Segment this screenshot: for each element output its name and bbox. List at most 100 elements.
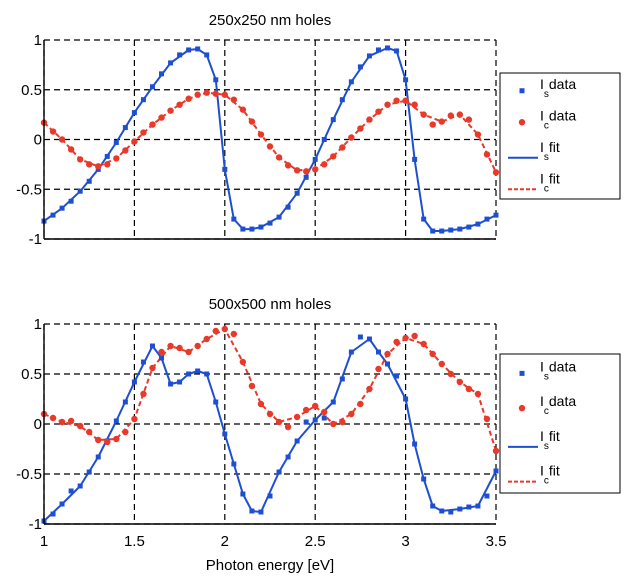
data-point-ic (221, 325, 228, 333)
data-point-ic (384, 101, 391, 108)
legend-label: Isdata (540, 358, 576, 382)
data-point-is (59, 501, 65, 507)
data-point-is (149, 343, 155, 349)
data-point-ic (483, 151, 491, 158)
data-point-is (294, 438, 300, 444)
data-point-ic (67, 146, 75, 153)
data-point-ic (339, 418, 346, 426)
data-point-ic (339, 144, 346, 151)
data-point-is (213, 77, 219, 83)
data-point-ic (438, 118, 445, 125)
data-point-is (222, 166, 228, 172)
data-point-is (493, 468, 499, 474)
data-point-ic (113, 155, 120, 162)
data-point-ic (212, 90, 219, 97)
data-point-is (430, 503, 436, 509)
data-point-is (421, 216, 427, 222)
data-point-is (131, 110, 137, 116)
data-point-is (122, 399, 128, 405)
data-point-ic (113, 435, 120, 443)
data-point-is (412, 441, 418, 447)
data-point-is (321, 137, 327, 142)
data-point-is (267, 493, 273, 499)
legend-box (499, 353, 621, 494)
data-point-ic (230, 96, 238, 103)
chart-title: 500x500 nm holes (209, 296, 332, 313)
data-point-ic (104, 438, 111, 446)
data-point-is (339, 97, 345, 103)
data-point-is (177, 52, 183, 58)
data-point-is (240, 226, 246, 232)
data-point-is (457, 506, 463, 512)
data-point-is (159, 355, 165, 361)
data-point-ic (293, 167, 301, 174)
data-point-is (276, 214, 282, 220)
data-point-is (86, 178, 92, 184)
data-point-ic (330, 153, 337, 160)
data-point-ic (474, 131, 482, 138)
data-point-is (113, 139, 119, 145)
legend-label: Icdata (540, 107, 576, 131)
data-point-ic (212, 327, 219, 335)
data-point-is (430, 228, 436, 234)
data-point-is (195, 46, 201, 52)
data-point-is (421, 476, 427, 482)
x-tick-label: 3.5 (486, 533, 507, 550)
data-point-is (122, 125, 128, 131)
data-point-ic (275, 418, 283, 426)
data-point-is (375, 47, 381, 53)
y-tick-label: -1 (29, 516, 42, 533)
legend-marker-circle (518, 119, 526, 126)
data-point-is (466, 224, 472, 230)
legend-label: Icfit (540, 170, 560, 194)
data-point-is (448, 509, 454, 515)
data-point-is (204, 52, 210, 58)
data-point-is (50, 212, 56, 218)
data-point-is (149, 84, 155, 90)
data-point-ic (312, 166, 319, 173)
data-point-ic (176, 101, 183, 108)
data-point-ic (104, 161, 111, 168)
data-point-ic (312, 402, 319, 410)
data-point-ic (185, 95, 192, 102)
data-point-is (267, 220, 273, 226)
data-point-ic (321, 408, 328, 416)
data-point-ic (140, 129, 147, 136)
data-point-ic (122, 147, 129, 154)
data-point-ic (239, 358, 247, 366)
data-point-ic (76, 156, 84, 163)
data-point-ic (321, 161, 328, 168)
data-point-is (258, 509, 264, 515)
data-point-ic (284, 423, 292, 431)
chart-title: 250x250 nm holes (209, 12, 332, 29)
data-point-is (285, 454, 291, 460)
data-point-ic (203, 335, 210, 343)
data-point-ic (149, 121, 156, 128)
legend-marker-circle (518, 404, 526, 412)
data-point-is (77, 188, 83, 194)
data-point-ic (167, 342, 174, 350)
data-point-ic (411, 101, 418, 108)
data-point-is (68, 198, 74, 204)
legend-label: Icfit (540, 463, 560, 487)
y-tick-label: -0.5 (16, 181, 42, 198)
x-tick-label: 3 (401, 533, 409, 550)
data-point-is (385, 361, 391, 367)
data-point-is (312, 156, 318, 162)
data-point-ic (248, 118, 256, 125)
data-point-is (231, 461, 237, 467)
data-point-is (50, 511, 56, 517)
data-point-is (385, 45, 391, 51)
data-point-is (366, 336, 372, 342)
y-tick-label: 0.5 (21, 82, 42, 99)
data-point-is (403, 77, 409, 83)
data-point-ic (158, 114, 165, 121)
data-point-ic (438, 360, 445, 368)
data-point-ic (76, 422, 84, 430)
data-point-is (412, 156, 418, 162)
data-point-ic (465, 385, 473, 393)
data-point-is (403, 396, 409, 402)
data-point-is (249, 226, 255, 232)
